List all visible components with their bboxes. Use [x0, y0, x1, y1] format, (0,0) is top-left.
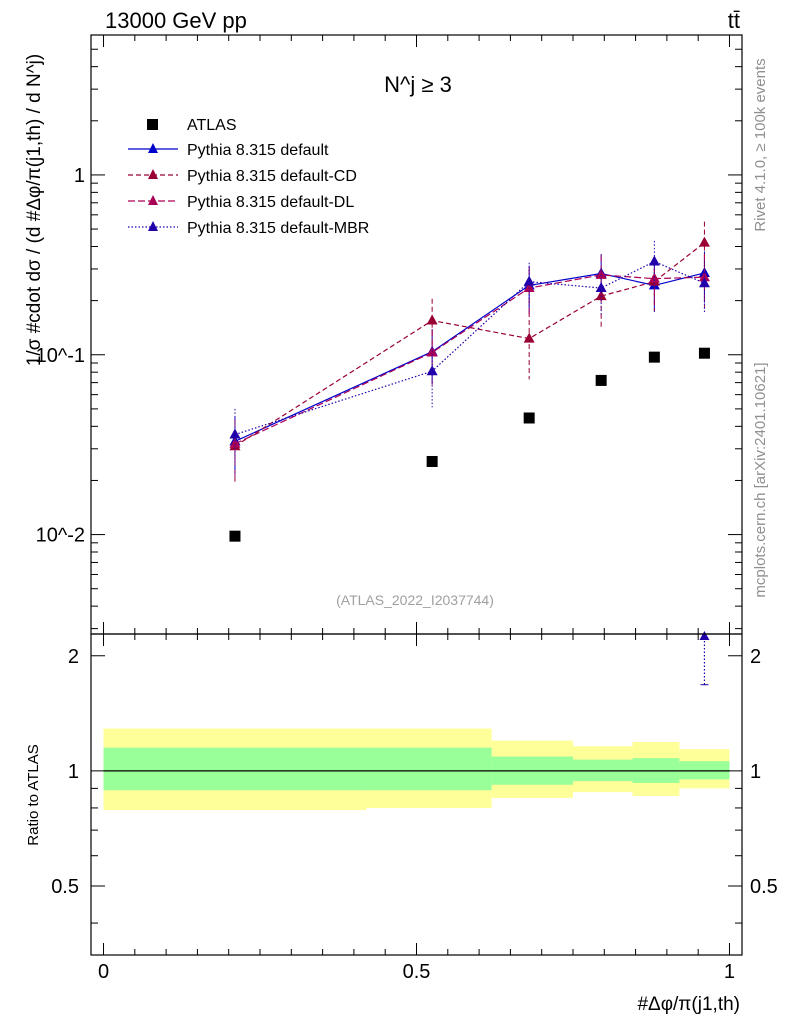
ratio-tick-label-right-2: 2: [750, 646, 761, 668]
legend-marker-dl: [148, 195, 158, 205]
series-point-2-3: [595, 268, 607, 279]
data-point-0: [229, 530, 241, 542]
ratio-tick-label-left-2: 2: [68, 646, 79, 668]
axes: 0 0.5 1 10^-2 10^-1 1 0.5 0.5 1 1 2 2: [36, 34, 778, 983]
legend-label-dl: Pythia 8.315 default-DL: [187, 194, 354, 211]
data-point-1: [426, 455, 438, 467]
legend-marker-cd: [148, 169, 158, 179]
main-series: [229, 221, 710, 542]
series-point-3-2: [523, 275, 535, 286]
x-axis-title: #Δφ/π(j1,th): [637, 994, 740, 1015]
series-point-1-2: [523, 332, 535, 343]
band-inner-1: [366, 747, 492, 791]
series-point-3-3: [595, 282, 607, 293]
ratio-tick-label-left-1: 1: [68, 761, 79, 783]
ratio-bands: [103, 728, 730, 811]
series-point-2-2: [523, 282, 535, 293]
legend-marker-mbr: [148, 221, 158, 231]
ratio-series: [699, 631, 710, 686]
series-line-2: [234, 274, 705, 445]
series-point-3-1: [426, 365, 438, 376]
series-point-1-3: [595, 290, 607, 301]
series-point-2-0: [229, 437, 241, 448]
x-tick-label-2: 1: [724, 961, 735, 983]
data-point-2: [523, 412, 535, 424]
series-point-1-5: [698, 236, 710, 247]
legend: ATLAS Pythia 8.315 default Pythia 8.315 …: [128, 117, 369, 237]
legend-marker-default: [148, 143, 158, 153]
series-line-0: [234, 272, 705, 442]
data-point-3: [595, 374, 607, 386]
ratio-y-axis-title: Ratio to ATLAS: [25, 744, 42, 845]
selection-label: N^j ≥ 3: [384, 72, 452, 97]
x-tick-label-1: 0.5: [403, 961, 431, 983]
series-point-3-5: [698, 277, 710, 288]
series-point-1-1: [426, 314, 438, 325]
x-tick-label-0: 0: [98, 961, 109, 983]
ratio-offscale-marker: [699, 631, 710, 640]
rivet-version-label: Rivet 4.1.0, ≥ 100k events: [752, 58, 769, 231]
energy-label: 13000 GeV pp: [105, 8, 247, 33]
process-label: tt̄: [728, 8, 740, 33]
series-point-3-4: [648, 255, 660, 266]
y-axis-title: 1/σ #cdot dσ / (d #Δφ/π(j1,th) / d N^j): [24, 54, 45, 366]
legend-marker-atlas: [147, 119, 158, 130]
ratio-tick-label-right-1: 1: [750, 761, 761, 783]
y-tick-label-1: 10^-1: [36, 345, 85, 367]
data-point-4: [648, 351, 660, 363]
analysis-id-label: (ATLAS_2022_I2037744): [336, 592, 494, 608]
legend-label-cd: Pythia 8.315 default-CD: [187, 168, 357, 185]
y-tick-label-0: 10^-2: [36, 525, 85, 547]
ratio-tick-label-left-0: 0.5: [51, 876, 79, 898]
series-line-1: [234, 242, 705, 447]
legend-label-atlas: ATLAS: [187, 117, 237, 134]
series-line-3: [234, 260, 705, 436]
source-label: mcplots.cern.ch [arXiv:2401.10621]: [752, 362, 769, 597]
legend-label-mbr: Pythia 8.315 default-MBR: [187, 220, 369, 237]
series-point-3-0: [229, 428, 241, 439]
ratio-tick-label-right-0: 0.5: [750, 876, 778, 898]
series-point-2-4: [648, 272, 660, 283]
legend-label-default: Pythia 8.315 default: [187, 142, 329, 159]
band-inner-0: [103, 747, 367, 791]
y-tick-label-2: 1: [74, 165, 85, 187]
data-point-5: [698, 347, 710, 359]
